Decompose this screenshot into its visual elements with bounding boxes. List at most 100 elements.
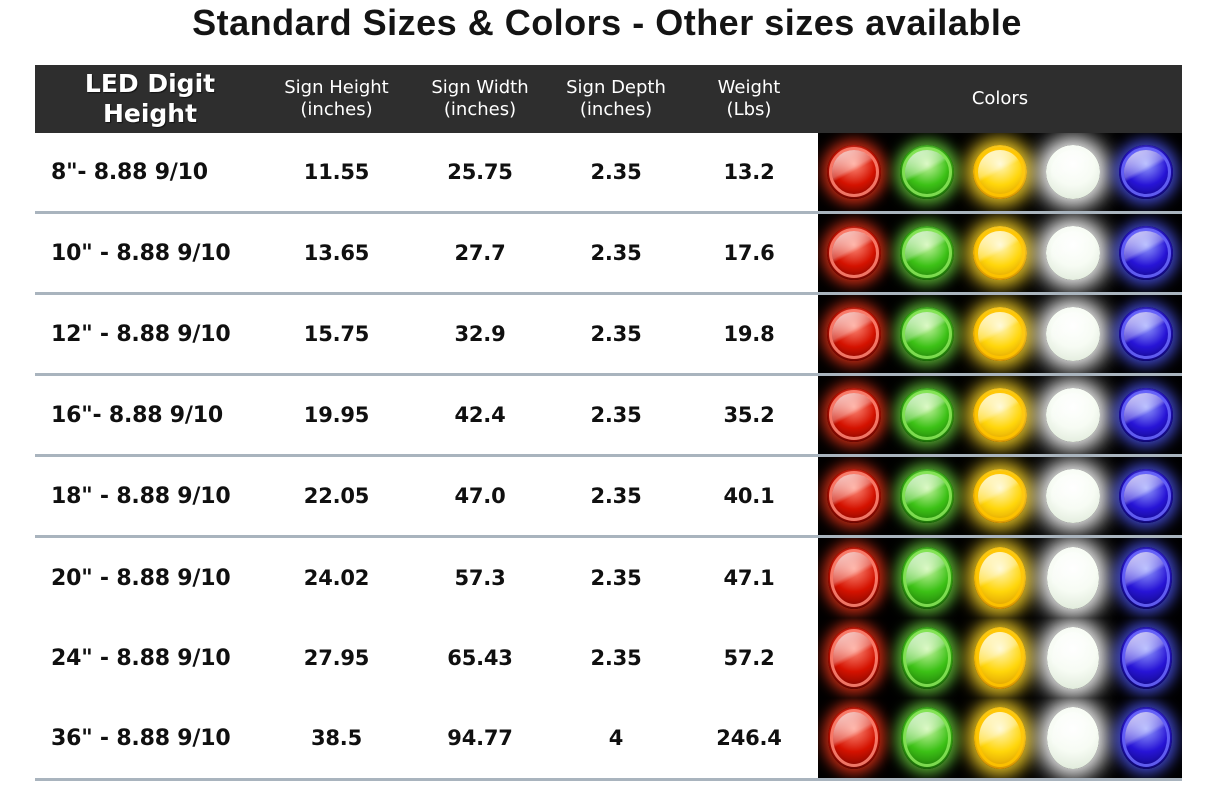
blue-led-swatch	[1119, 547, 1172, 609]
blue-led-swatch	[1118, 307, 1173, 361]
sign-height-cell: 15.75	[303, 322, 370, 346]
green-led-swatch	[901, 547, 954, 609]
green-led-swatch	[900, 307, 955, 361]
green-led-swatch	[900, 145, 955, 199]
digit-height-cell: 24" - 8.88 9/10	[51, 645, 231, 671]
digit-height-cell: 36" - 8.88 9/10	[51, 725, 231, 751]
green-led-swatch	[900, 226, 955, 280]
header-line: Colors	[971, 87, 1029, 109]
colors-cell	[818, 295, 1182, 373]
weight-cell: 19.8	[723, 322, 775, 346]
sign-height-cell: 19.95	[303, 403, 370, 427]
weight-cell: 35.2	[723, 403, 775, 427]
header-line: (inches)	[443, 99, 517, 120]
header-weight: Weight (Lbs)	[680, 65, 818, 133]
weight-cell: 57.2	[723, 646, 775, 670]
sign-height-cell: 27.95	[303, 646, 370, 670]
table-row: 16"- 8.88 9/10 19.95 42.4 2.35 35.2	[35, 376, 1182, 457]
table-row: 12" - 8.88 9/10 15.75 32.9 2.35 19.8	[35, 295, 1182, 376]
weight-cell: 246.4	[716, 726, 782, 750]
yellow-led-swatch	[972, 307, 1027, 361]
sign-height-cell: 24.02	[303, 566, 370, 590]
digit-height-cell: 10" - 8.88 9/10	[51, 240, 231, 266]
white-led-swatch	[1046, 627, 1099, 689]
sign-depth-cell: 2.35	[590, 566, 642, 590]
sign-width-cell: 42.4	[454, 403, 506, 427]
sign-width-cell: 57.3	[454, 566, 506, 590]
sign-width-cell: 47.0	[454, 484, 506, 508]
page-title: Standard Sizes & Colors - Other sizes av…	[192, 2, 1022, 43]
sign-depth-cell: 2.35	[590, 160, 642, 184]
digit-height-cell: 16"- 8.88 9/10	[51, 402, 223, 428]
red-led-swatch	[827, 226, 882, 280]
blue-led-swatch	[1118, 388, 1173, 442]
red-led-swatch	[828, 547, 881, 609]
colors-cell	[818, 133, 1182, 211]
sign-depth-cell: 2.35	[590, 322, 642, 346]
blue-led-swatch	[1119, 707, 1172, 769]
sign-height-cell: 22.05	[303, 484, 370, 508]
table-row: 20" - 8.88 9/10 24.02 57.3 2.35 47.1	[35, 538, 1182, 618]
sign-width-cell: 94.77	[447, 726, 513, 750]
header-led-digit-height: LED Digit Height	[35, 65, 265, 133]
sign-width-cell: 65.43	[447, 646, 513, 670]
header-sign-width: Sign Width (inches)	[408, 65, 552, 133]
digit-height-cell: 8"- 8.88 9/10	[51, 159, 208, 185]
header-line: Weight	[717, 76, 781, 98]
header-colors: Colors	[818, 65, 1182, 133]
table-row: 36" - 8.88 9/10 38.5 94.77 4 246.4	[35, 698, 1182, 778]
table-header-row: LED Digit Height Sign Height (inches) Si…	[35, 65, 1182, 133]
header-line: (Lbs)	[726, 99, 772, 120]
colors-cell	[818, 457, 1182, 535]
colors-cell	[818, 376, 1182, 454]
yellow-led-swatch	[972, 145, 1027, 199]
digit-height-cell: 20" - 8.88 9/10	[51, 565, 231, 591]
white-led-swatch	[1045, 145, 1100, 199]
weight-cell: 47.1	[723, 566, 775, 590]
red-led-swatch	[827, 469, 882, 523]
sign-height-cell: 38.5	[310, 726, 362, 750]
red-led-swatch	[827, 388, 882, 442]
white-led-swatch	[1045, 226, 1100, 280]
blue-led-swatch	[1119, 627, 1172, 689]
colors-cell	[818, 538, 1182, 618]
colors-cell	[818, 618, 1182, 698]
header-line: LED Digit	[84, 69, 216, 98]
digit-height-cell: 12" - 8.88 9/10	[51, 321, 231, 347]
digit-height-cell: 18" - 8.88 9/10	[51, 483, 231, 509]
yellow-led-swatch	[972, 469, 1027, 523]
red-led-swatch	[828, 627, 881, 689]
yellow-led-swatch	[972, 226, 1027, 280]
colors-cell	[818, 214, 1182, 292]
blue-led-swatch	[1118, 469, 1173, 523]
weight-cell: 13.2	[723, 160, 775, 184]
green-led-swatch	[901, 627, 954, 689]
table-row: 10" - 8.88 9/10 13.65 27.7 2.35 17.6	[35, 214, 1182, 295]
sign-height-cell: 11.55	[303, 160, 370, 184]
table-row: 8"- 8.88 9/10 11.55 25.75 2.35 13.2	[35, 133, 1182, 214]
sign-height-cell: 13.65	[303, 241, 370, 265]
header-line: Height	[102, 99, 198, 128]
header-line: Sign Depth	[566, 76, 666, 98]
header-sign-depth: Sign Depth (inches)	[552, 65, 680, 133]
blue-led-swatch	[1118, 226, 1173, 280]
sign-depth-cell: 2.35	[590, 484, 642, 508]
green-led-swatch	[900, 469, 955, 523]
red-led-swatch	[827, 145, 882, 199]
sign-width-cell: 25.75	[447, 160, 513, 184]
sizes-colors-table: LED Digit Height Sign Height (inches) Si…	[35, 65, 1182, 781]
weight-cell: 17.6	[723, 241, 775, 265]
white-led-swatch	[1045, 388, 1100, 442]
sign-depth-cell: 2.35	[590, 403, 642, 427]
sign-depth-cell: 4	[608, 726, 624, 750]
table-row: 24" - 8.88 9/10 27.95 65.43 2.35 57.2	[35, 618, 1182, 698]
weight-cell: 40.1	[723, 484, 775, 508]
red-led-swatch	[828, 707, 881, 769]
green-led-swatch	[901, 707, 954, 769]
blue-led-swatch	[1118, 145, 1173, 199]
sign-width-cell: 27.7	[454, 241, 506, 265]
yellow-led-swatch	[973, 547, 1026, 609]
table-row: 18" - 8.88 9/10 22.05 47.0 2.35 40.1	[35, 457, 1182, 538]
sign-width-cell: 32.9	[454, 322, 506, 346]
header-line: (inches)	[579, 99, 653, 120]
